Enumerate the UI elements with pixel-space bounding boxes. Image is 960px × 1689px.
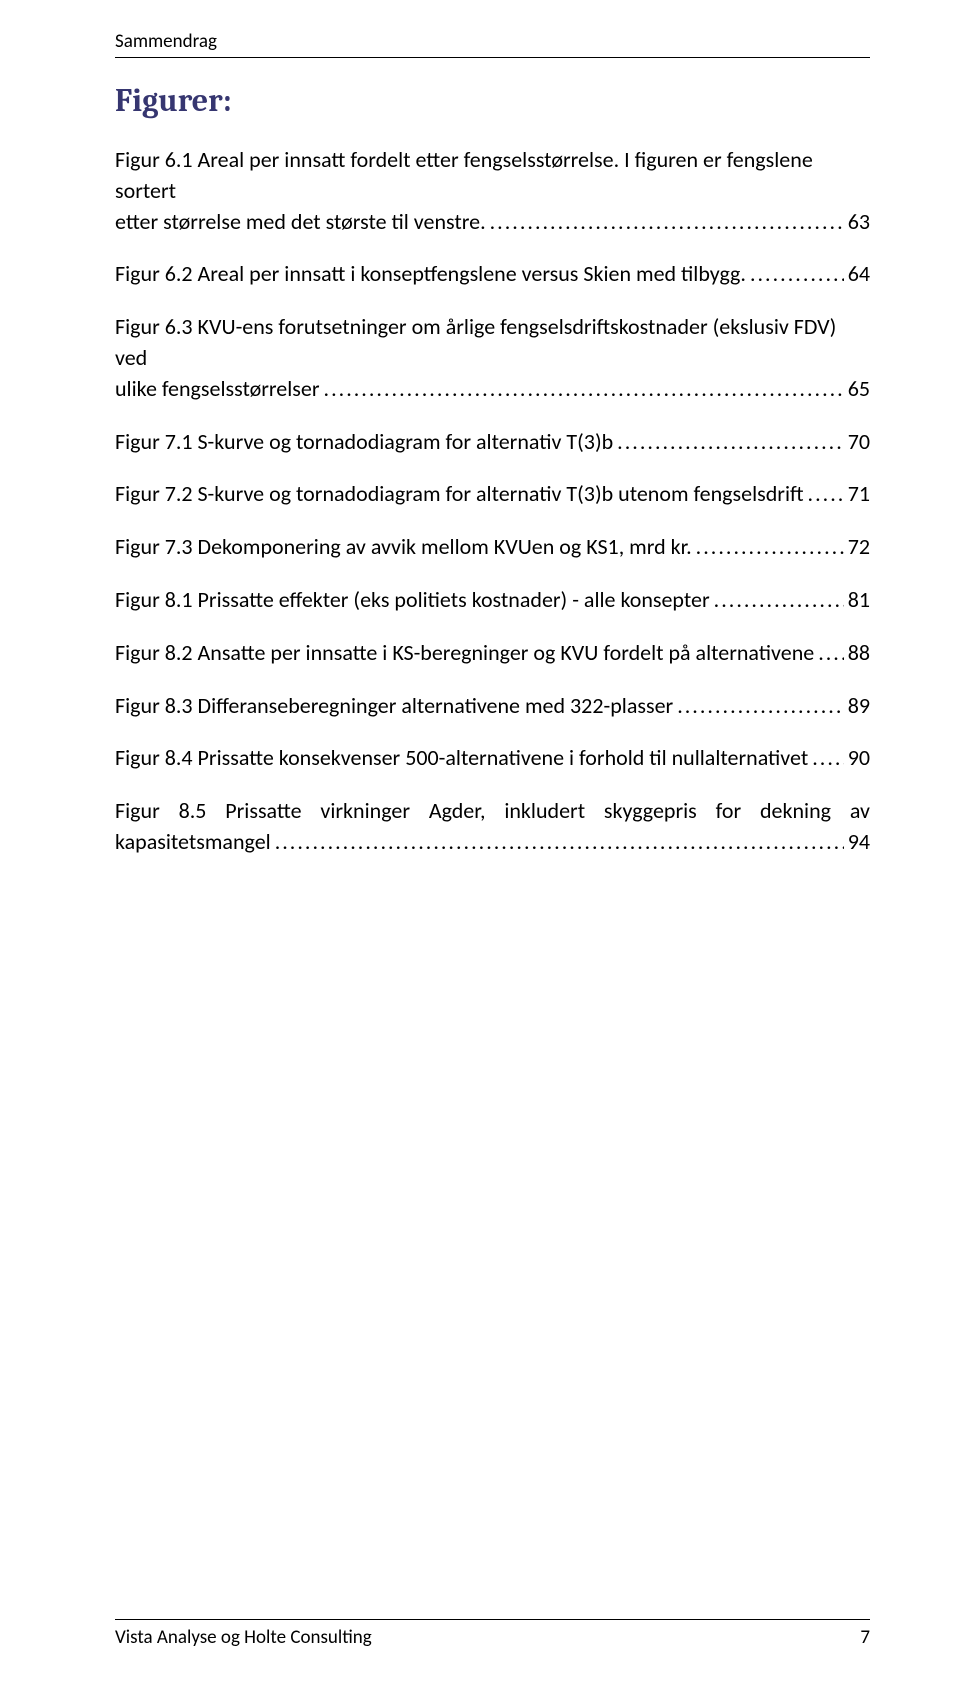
toc-entry: Figur 6.3 KVU-ens forutsetninger om årli… [115, 312, 870, 404]
toc-entry-last-line: Figur 7.3 Dekomponering av avvik mellom … [115, 532, 870, 563]
toc-entry-line: Figur8.5PrissattevirkningerAgder,inklude… [115, 796, 870, 827]
toc-entry-text: Figur 8.2 Ansatte per innsatte i KS-bere… [115, 638, 814, 669]
toc-entry-text: kapasitetsmangel [115, 827, 271, 858]
toc-entry-last-line: Figur 8.1 Prissatte effekter (eks politi… [115, 585, 870, 616]
toc-entry-text: Figur 7.1 S-kurve og tornadodiagram for … [115, 427, 613, 458]
toc-leader [673, 691, 844, 722]
toc-entry: Figur 7.3 Dekomponering av avvik mellom … [115, 532, 870, 563]
toc-entry: Figur 7.2 S-kurve og tornadodiagram for … [115, 479, 870, 510]
toc-entry: Figur8.5PrissattevirkningerAgder,inklude… [115, 796, 870, 858]
figure-list: Figur 6.1 Areal per innsatt fordelt ette… [115, 145, 870, 858]
toc-page-number: 63 [844, 207, 870, 238]
toc-entry-text: etter størrelse med det største til vens… [115, 207, 486, 238]
toc-leader [808, 743, 843, 774]
toc-leader [613, 427, 844, 458]
section-title: Figurer: [115, 82, 870, 119]
toc-entry: Figur 8.2 Ansatte per innsatte i KS-bere… [115, 638, 870, 669]
header-rule [115, 57, 870, 58]
toc-page-number: 72 [844, 532, 870, 563]
footer-page-number: 7 [860, 1626, 870, 1649]
toc-leader [320, 374, 844, 405]
toc-entry-line: Figur 6.3 KVU-ens forutsetninger om årli… [115, 312, 870, 374]
toc-page-number: 94 [844, 827, 870, 858]
toc-leader [710, 585, 844, 616]
toc-page-number: 71 [844, 479, 870, 510]
toc-page-number: 88 [844, 638, 870, 669]
toc-leader [746, 259, 844, 290]
document-page: Sammendrag Figurer: Figur 6.1 Areal per … [0, 0, 960, 1689]
toc-entry: Figur 6.1 Areal per innsatt fordelt ette… [115, 145, 870, 237]
toc-page-number: 89 [844, 691, 870, 722]
toc-entry: Figur 6.2 Areal per innsatt i konseptfen… [115, 259, 870, 290]
toc-entry-last-line: kapasitetsmangel 94 [115, 827, 870, 858]
footer-left: Vista Analyse og Holte Consulting [115, 1626, 372, 1649]
running-header: Sammendrag [115, 30, 870, 53]
toc-entry: Figur 8.4 Prissatte konsekvenser 500-alt… [115, 743, 870, 774]
toc-entry-last-line: ulike fengselsstørrelser 65 [115, 374, 870, 405]
toc-leader [692, 532, 844, 563]
toc-entry-text: Figur 7.2 S-kurve og tornadodiagram for … [115, 479, 804, 510]
toc-entry: Figur 8.3 Differanseberegninger alternat… [115, 691, 870, 722]
toc-entry-text: ulike fengselsstørrelser [115, 374, 320, 405]
toc-leader [804, 479, 844, 510]
toc-entry-text: Figur 8.3 Differanseberegninger alternat… [115, 691, 673, 722]
toc-entry-last-line: Figur 6.2 Areal per innsatt i konseptfen… [115, 259, 870, 290]
toc-page-number: 64 [844, 259, 870, 290]
toc-page-number: 65 [844, 374, 870, 405]
toc-entry-text: Figur 7.3 Dekomponering av avvik mellom … [115, 532, 692, 563]
toc-entry-text: Figur 8.1 Prissatte effekter (eks politi… [115, 585, 710, 616]
toc-page-number: 70 [844, 427, 870, 458]
toc-entry: Figur 7.1 S-kurve og tornadodiagram for … [115, 427, 870, 458]
footer-rule [115, 1619, 870, 1620]
toc-entry-text: Figur 8.4 Prissatte konsekvenser 500-alt… [115, 743, 808, 774]
toc-entry-last-line: Figur 8.4 Prissatte konsekvenser 500-alt… [115, 743, 870, 774]
toc-entry-line: Figur 6.1 Areal per innsatt fordelt ette… [115, 145, 870, 207]
toc-entry-last-line: Figur 8.3 Differanseberegninger alternat… [115, 691, 870, 722]
toc-entry-last-line: Figur 7.2 S-kurve og tornadodiagram for … [115, 479, 870, 510]
toc-page-number: 81 [844, 585, 870, 616]
toc-leader [486, 207, 844, 238]
toc-entry-last-line: etter størrelse med det største til vens… [115, 207, 870, 238]
toc-page-number: 90 [844, 743, 870, 774]
toc-entry-text: Figur 6.2 Areal per innsatt i konseptfen… [115, 259, 746, 290]
toc-entry: Figur 8.1 Prissatte effekter (eks politi… [115, 585, 870, 616]
page-footer: Vista Analyse og Holte Consulting 7 [115, 1619, 870, 1649]
toc-entry-last-line: Figur 8.2 Ansatte per innsatte i KS-bere… [115, 638, 870, 669]
toc-leader [271, 827, 844, 858]
toc-leader [814, 638, 843, 669]
toc-entry-last-line: Figur 7.1 S-kurve og tornadodiagram for … [115, 427, 870, 458]
